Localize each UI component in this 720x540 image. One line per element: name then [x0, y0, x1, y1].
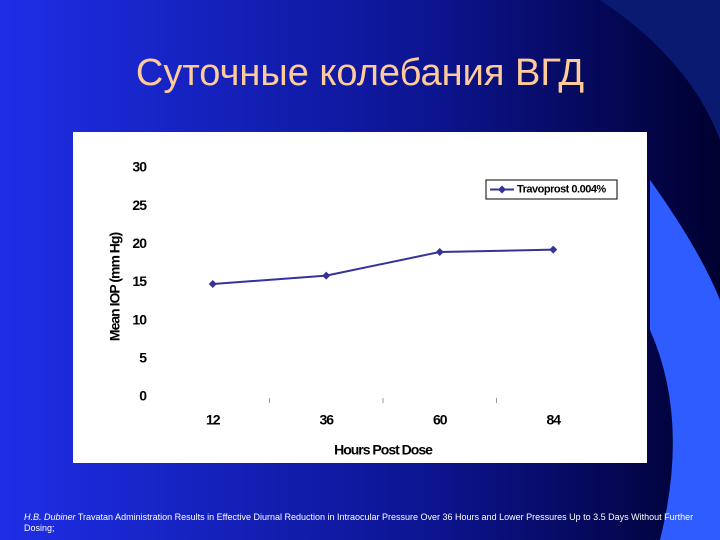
y-tick-label: 0: [139, 388, 147, 404]
x-tick-label: 36: [319, 412, 334, 428]
footnote-author: H.B. Dubiner: [24, 512, 76, 522]
marker: [549, 245, 558, 254]
x-tick-label: 84: [546, 412, 561, 428]
legend-marker: [498, 185, 506, 194]
y-tick-label: 5: [139, 350, 147, 366]
legend-box: [485, 179, 618, 200]
slide-title: Суточные колебания ВГД: [136, 52, 584, 94]
marker: [322, 271, 331, 280]
x-tick-label: 60: [433, 412, 448, 428]
legend-label: Travoprost 0.004%: [517, 183, 606, 195]
y-tick-label: 20: [132, 235, 147, 251]
decor-shape: [650, 180, 720, 540]
y-tick-label: 15: [132, 273, 147, 289]
x-tick-label: 12: [206, 412, 221, 428]
footnote: H.B. Dubiner Travatan Administration Res…: [24, 512, 714, 534]
decor-shape: [600, 0, 720, 140]
marker: [208, 280, 217, 289]
y-tick-label: 10: [132, 311, 147, 327]
footnote-text: Travatan Administration Results in Effec…: [24, 512, 694, 533]
y-tick-label: 30: [132, 159, 147, 175]
line: [212, 248, 554, 286]
y-tick-label: 25: [132, 197, 147, 213]
marker: [435, 247, 444, 256]
x-axis-title: Hours Post Dose: [334, 442, 433, 458]
y-axis-title: Mean IOP (mm Hg): [107, 233, 123, 342]
